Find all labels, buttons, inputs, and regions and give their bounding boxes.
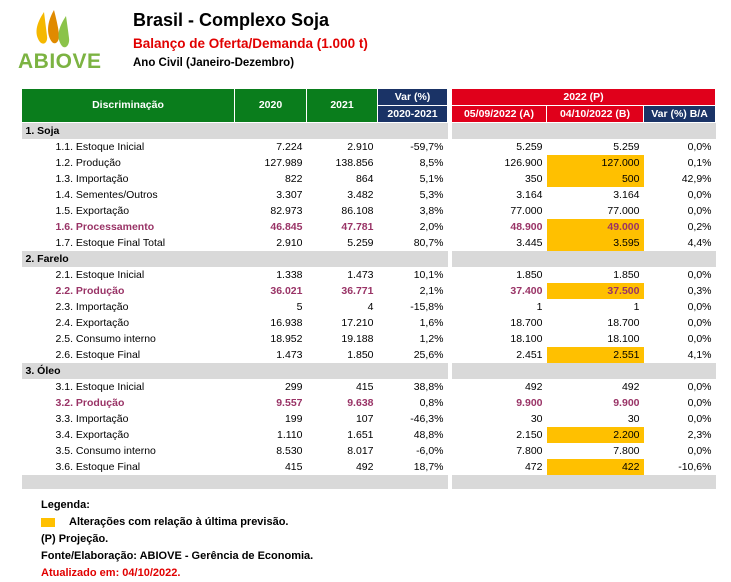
abiove-logo-icon	[36, 10, 70, 48]
table-row: 2.4. Exportação 16.938 17.210 1,6% 18.70…	[22, 315, 716, 331]
table-row: 1.1. Estoque Inicial 7.224 2.910 -59,7% …	[22, 139, 716, 155]
col-b: 04/10/2022 (B)	[546, 105, 644, 123]
table-row: 3.4. Exportação 1.110 1.651 48,8% 2.150 …	[22, 427, 716, 443]
section-title: 1. Soja	[21, 122, 235, 139]
legend-projection: (P) Projeção.	[41, 533, 109, 545]
table-row: 3.6. Estoque Final 415 492 18,7% 472 422…	[22, 459, 716, 475]
yellow-swatch-icon	[41, 517, 55, 527]
page-title: Brasil - Complexo Soja	[133, 10, 330, 30]
col-var-sub: 2020-2021	[377, 105, 448, 123]
table-row: 2.1. Estoque Inicial 1.338 1.473 10,1% 1…	[22, 267, 716, 283]
table-row: 1.6. Processamento 46.845 47.781 2,0% 48…	[22, 219, 716, 235]
section-row: 3. Óleo	[21, 363, 716, 379]
logo-text: ABIOVE	[18, 50, 102, 73]
legend: Legenda: Alterações com relação à última…	[41, 497, 313, 582]
section-title: 2. Farelo	[21, 251, 235, 267]
table-footer-bar	[21, 475, 716, 489]
table-row: 1.4. Sementes/Outros 3.307 3.482 5,3% 3.…	[22, 187, 716, 203]
table-row: 2.3. Importação 5 4 -15,8% 1 1 0,0%	[22, 299, 716, 315]
col-a: 05/09/2022 (A)	[451, 105, 547, 123]
table-row: 1.3. Importação 822 864 5,1% 350 500 42,…	[22, 171, 716, 187]
col-2022: 2022 (P)	[451, 88, 716, 106]
table-row: 3.2. Produção 9.557 9.638 0,8% 9.900 9.9…	[22, 395, 716, 411]
col-discriminacao: Discriminação	[21, 88, 235, 123]
legend-updated: Atualizado em: 04/10/2022.	[41, 567, 181, 579]
table-row: 2.6. Estoque Final 1.473 1.850 25,6% 2.4…	[22, 347, 716, 363]
table-row: 1.5. Exportação 82.973 86.108 3,8% 77.00…	[22, 203, 716, 219]
legend-source: Fonte/Elaboração: ABIOVE - Gerência de E…	[41, 550, 314, 562]
table-row: 3.5. Consumo interno 8.530 8.017 -6,0% 7…	[22, 443, 716, 459]
table-row: 3.1. Estoque Inicial 299 415 38,8% 492 4…	[22, 379, 716, 395]
legend-changes: Alterações com relação à última previsão…	[41, 514, 313, 531]
page-subtitle: Balanço de Oferta/Demanda (1.000 t)	[133, 36, 368, 51]
table-row: 2.5. Consumo interno 18.952 19.188 1,2% …	[22, 331, 716, 347]
section-row: 2. Farelo	[21, 251, 716, 267]
col-var-ba: Var (%) B/A	[643, 105, 716, 123]
table-row: 3.3. Importação 199 107 -46,3% 30 30 0,0…	[22, 411, 716, 427]
period-label: Ano Civil (Janeiro-Dezembro)	[133, 57, 295, 69]
col-2021: 2021	[306, 88, 378, 123]
section-title: 3. Óleo	[21, 363, 235, 379]
col-2020: 2020	[234, 88, 307, 123]
table-row: 1.2. Produção 127.989 138.856 8,5% 126.9…	[22, 155, 716, 171]
balance-table: Discriminação 2020 2021 Var (%) 2022 (P)…	[21, 88, 716, 489]
table-row: 2.2. Produção 36.021 36.771 2,1% 37.400 …	[22, 283, 716, 299]
table-row: 1.7. Estoque Final Total 2.910 5.259 80,…	[22, 235, 716, 251]
col-var: Var (%)	[377, 88, 448, 106]
section-row: 1. Soja	[21, 122, 716, 139]
legend-title: Legenda:	[41, 499, 90, 511]
